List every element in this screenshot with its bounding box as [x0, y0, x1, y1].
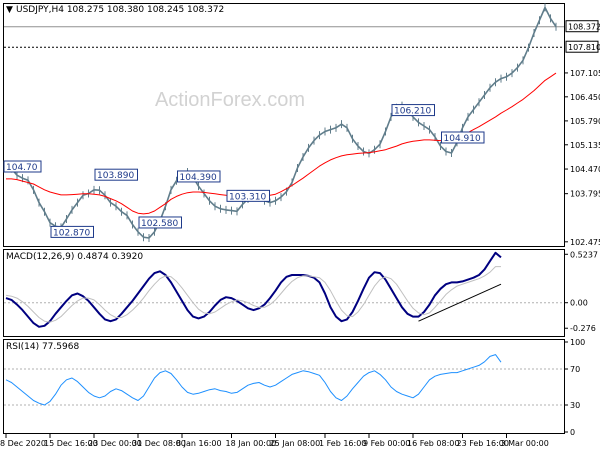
rsi-series-group [4, 354, 564, 406]
annotation-box [3, 160, 42, 173]
x-tick-label: 8 Jan 16:00 [176, 439, 222, 448]
macd-series-1 [5, 266, 501, 323]
x-tick-label: 3 Mar 00:00 [501, 439, 549, 448]
price-series-group: 104.70 103.890 102.870 102.580 104.390 103.31… [3, 3, 564, 242]
x-tick-label: 8 Dec 2020 [0, 439, 46, 448]
rsi-panel [3, 339, 565, 434]
x-tick-label: 1 Feb 16:00 [319, 439, 366, 448]
annotation-label: 102.870 [53, 228, 90, 238]
annotation-label: 102.580 [141, 219, 178, 229]
macd-series-group [4, 251, 564, 328]
annotation-label: 104.70 [6, 163, 38, 173]
price-ytick-label: 105.790 [570, 117, 600, 126]
annotation-label: 104.390 [180, 173, 217, 183]
price-title: USDJPY,H4 108.275 108.380 108.245 108.37… [16, 5, 224, 15]
dropdown-arrow-icon[interactable]: ▼ [6, 5, 13, 15]
price-ytick-label: 103.795 [570, 190, 600, 199]
x-tick-label: 18 Jan 00:00 [226, 439, 277, 448]
price-panel [3, 3, 565, 247]
x-tick-label: 31 Dec 08:00 [132, 439, 186, 448]
last-price-label: 108.372 [568, 23, 600, 32]
level-line-box [565, 40, 599, 53]
x-tick-label: 16 Feb 08:00 [407, 439, 459, 448]
x-tick-label: 25 Jan 08:00 [270, 439, 321, 448]
watermark: ActionForex.com [155, 89, 305, 111]
x-tick-label: 9 Feb 00:00 [363, 439, 410, 448]
macd-trendline [418, 283, 502, 322]
annotation-box [226, 189, 270, 202]
x-tick-label: 23 Dec 00:00 [88, 439, 142, 448]
macd-series-0 [5, 251, 502, 328]
macd-ytick-label: -0.276 [570, 324, 596, 333]
annotation-box [94, 168, 138, 181]
macd-ytick-label: 0.00 [570, 299, 588, 308]
price-ytick-label: 102.475 [570, 238, 600, 247]
macd-panel [3, 249, 565, 337]
price-ytick-label: 106.450 [570, 93, 600, 102]
annotation-box [50, 225, 94, 238]
rsi-ytick-label: 70 [570, 365, 580, 374]
axes-group: 102.475 103.795 104.470 105.135 105.790 106.4… [0, 20, 600, 448]
annotation-box [138, 216, 182, 229]
x-tick-label: 23 Feb 16:00 [457, 439, 509, 448]
price-ytick-label: 104.470 [570, 165, 600, 174]
annotation-label: 103.310 [229, 192, 266, 202]
rsi-ytick-label: 100 [570, 338, 585, 347]
annotation-box [177, 170, 221, 183]
macd-ytick-label: 0.5237 [570, 250, 598, 259]
annotation-label: 103.890 [97, 171, 134, 181]
annotation-box [391, 104, 435, 117]
rsi-ytick-label: 30 [570, 401, 580, 410]
rsi-title: RSI(14) 77.5968 [6, 342, 79, 352]
annotation-label: 106.210 [394, 107, 431, 117]
price-ytick-label: 107.105 [570, 69, 600, 78]
level-line-label: 107.810 [568, 43, 600, 52]
price-ytick-label: 105.135 [570, 141, 600, 150]
rsi-series-0 [5, 354, 502, 406]
annotation-label: 104.910 [444, 134, 481, 144]
last-price-box [565, 20, 599, 33]
rsi-ytick-label: 0 [570, 428, 575, 437]
annotation-box [441, 131, 485, 144]
macd-title: MACD(12,26,9) 0.4874 0.3920 [6, 252, 143, 262]
x-tick-label: 15 Dec 16:00 [44, 439, 98, 448]
